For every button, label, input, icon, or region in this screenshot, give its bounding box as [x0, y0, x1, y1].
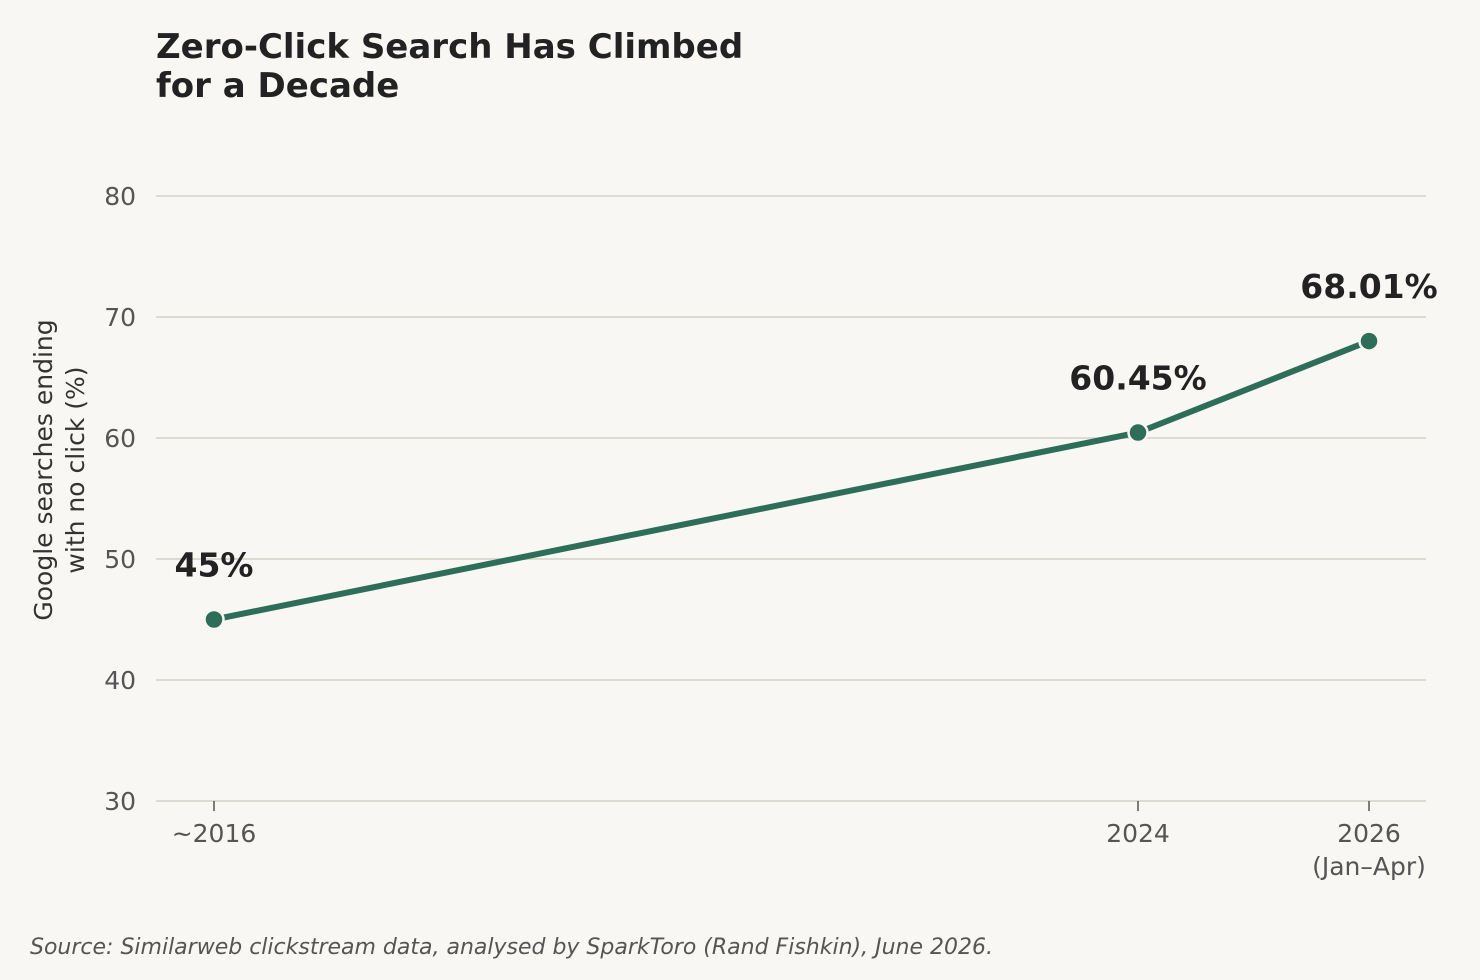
data-point — [1127, 421, 1149, 444]
chart-title-line-2: for a Decade — [156, 66, 399, 106]
source-note: Source: Similarweb clickstream data, ana… — [30, 935, 993, 960]
y-tick-label: 80 — [104, 182, 136, 211]
x-tick-label: (Jan–Apr) — [1312, 852, 1426, 881]
y-axis-label-line-1: Google searches ending — [29, 319, 58, 620]
y-tick-label: 70 — [104, 303, 136, 332]
x-tick-label: 2026 — [1337, 819, 1401, 848]
y-tick-label: 50 — [104, 545, 136, 574]
y-tick-label: 60 — [104, 424, 136, 453]
chart-title: Zero-Click Search Has Climbed for a Deca… — [156, 27, 743, 106]
y-axis-ticks: 30 40 50 60 70 80 — [104, 182, 136, 816]
y-axis-label: Google searches ending with no click (%) — [29, 319, 90, 620]
data-label: 45% — [175, 546, 254, 585]
x-axis: ~2016 2024 2026 (Jan–Apr) — [172, 801, 1426, 881]
data-label: 68.01% — [1300, 267, 1437, 306]
x-tick-label: ~2016 — [172, 819, 257, 848]
data-labels: 45% 60.45% 68.01% — [175, 267, 1438, 584]
gridlines — [156, 195, 1426, 802]
data-point — [203, 608, 225, 631]
chart-title-line-1: Zero-Click Search Has Climbed — [156, 27, 743, 67]
data-label: 60.45% — [1069, 359, 1206, 398]
data-point — [1358, 330, 1380, 352]
y-tick-label: 30 — [104, 787, 136, 816]
series — [203, 330, 1380, 631]
x-tick-label: 2024 — [1106, 819, 1170, 848]
y-tick-label: 40 — [104, 666, 136, 695]
y-axis-label-line-2: with no click (%) — [61, 366, 90, 573]
